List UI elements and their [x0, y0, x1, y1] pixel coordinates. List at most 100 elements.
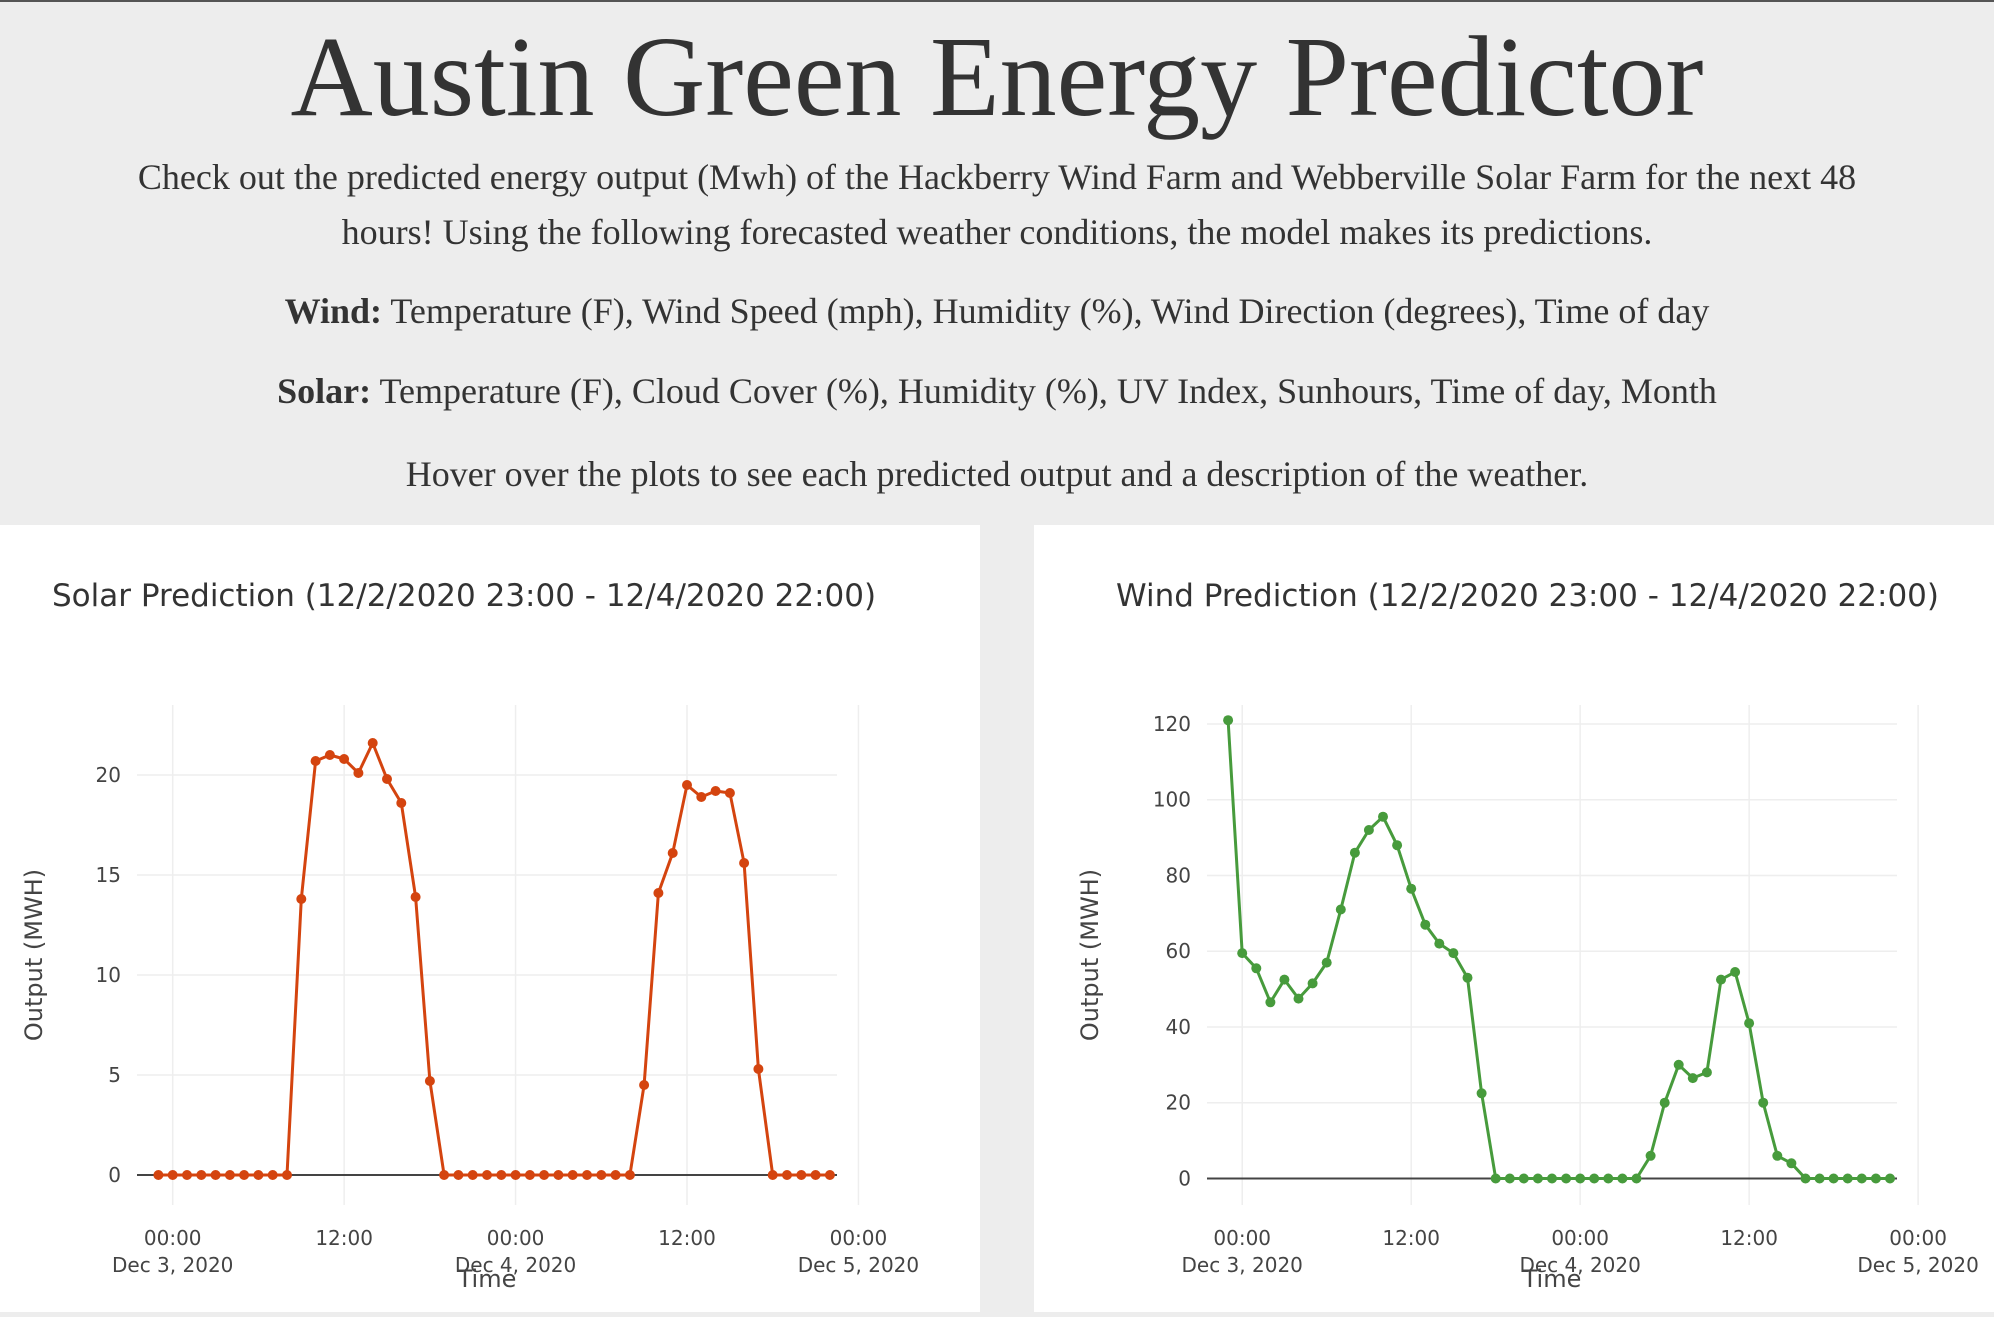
solar-data-point[interactable] — [182, 1170, 192, 1180]
solar-data-point[interactable] — [810, 1170, 821, 1180]
wind-data-point[interactable] — [1462, 972, 1473, 983]
wind-data-point[interactable] — [1293, 993, 1304, 1004]
solar-data-point[interactable] — [639, 1080, 650, 1090]
wind-data-point[interactable] — [1758, 1097, 1769, 1108]
wind-data-point[interactable] — [1885, 1173, 1895, 1184]
solar-data-point[interactable] — [624, 1170, 635, 1180]
solar-data-point[interactable] — [382, 774, 392, 784]
wind-data-point[interactable] — [1617, 1173, 1628, 1184]
wind-data-point[interactable] — [1828, 1173, 1839, 1184]
solar-data-point[interactable] — [367, 738, 378, 748]
wind-data-point[interactable] — [1744, 1018, 1755, 1029]
solar-data-point[interactable] — [667, 848, 678, 858]
solar-data-point[interactable] — [710, 786, 721, 796]
wind-data-point[interactable] — [1279, 974, 1290, 985]
solar-data-point[interactable] — [482, 1170, 492, 1180]
wind-data-point[interactable] — [1448, 948, 1459, 959]
solar-data-point[interactable] — [739, 858, 750, 868]
solar-data-point[interactable] — [153, 1170, 164, 1180]
solar-data-point[interactable] — [724, 788, 735, 798]
solar-data-point[interactable] — [596, 1170, 607, 1180]
solar-data-point[interactable] — [296, 894, 307, 904]
wind-data-point[interactable] — [1420, 919, 1431, 930]
wind-data-point[interactable] — [1237, 948, 1248, 959]
solar-data-point[interactable] — [453, 1170, 464, 1180]
wind-data-point[interactable] — [1561, 1173, 1572, 1184]
solar-data-point[interactable] — [282, 1170, 292, 1180]
wind-data-point[interactable] — [1842, 1173, 1853, 1184]
solar-data-point[interactable] — [353, 768, 364, 778]
wind-data-point[interactable] — [1772, 1150, 1783, 1161]
solar-data-point[interactable] — [210, 1170, 221, 1180]
wind-data-point[interactable] — [1378, 811, 1388, 822]
wind-data-point[interactable] — [1575, 1173, 1586, 1184]
solar-data-point[interactable] — [582, 1170, 592, 1180]
wind-data-point[interactable] — [1687, 1073, 1698, 1084]
wind-data-point[interactable] — [1307, 978, 1318, 989]
wind-data-point[interactable] — [1870, 1173, 1881, 1184]
wind-data-point[interactable] — [1265, 997, 1276, 1008]
solar-data-point[interactable] — [753, 1064, 764, 1074]
solar-data-point[interactable] — [339, 754, 350, 764]
wind-data-point[interactable] — [1434, 938, 1445, 949]
solar-data-point[interactable] — [467, 1170, 478, 1180]
solar-data-point[interactable] — [310, 756, 321, 766]
wind-data-point[interactable] — [1814, 1173, 1825, 1184]
wind-y-tick-label: 80 — [1166, 863, 1191, 887]
solar-data-point[interactable] — [824, 1170, 835, 1180]
solar-data-point[interactable] — [253, 1170, 264, 1180]
solar-data-point[interactable] — [682, 780, 692, 790]
wind-data-point[interactable] — [1673, 1059, 1684, 1070]
wind-data-point[interactable] — [1701, 1067, 1712, 1078]
wind-data-point[interactable] — [1800, 1173, 1811, 1184]
wind-data-point[interactable] — [1730, 967, 1741, 977]
wind-data-point[interactable] — [1490, 1173, 1501, 1184]
solar-data-point[interactable] — [496, 1170, 507, 1180]
solar-data-point[interactable] — [553, 1170, 564, 1180]
wind-data-point[interactable] — [1518, 1173, 1529, 1184]
solar-data-point[interactable] — [610, 1170, 621, 1180]
solar-data-point[interactable] — [524, 1170, 535, 1180]
wind-data-point[interactable] — [1547, 1173, 1557, 1184]
solar-data-point[interactable] — [439, 1170, 450, 1180]
wind-data-point[interactable] — [1645, 1150, 1656, 1161]
wind-data-point[interactable] — [1603, 1173, 1614, 1184]
wind-data-point[interactable] — [1349, 847, 1360, 858]
wind-chart[interactable]: Wind Prediction (12/2/2020 23:00 - 12/4/… — [1034, 525, 1994, 1312]
wind-data-point[interactable] — [1786, 1158, 1797, 1169]
solar-data-point[interactable] — [510, 1170, 521, 1180]
solar-data-point[interactable] — [410, 892, 421, 902]
solar-data-point[interactable] — [396, 798, 407, 808]
wind-data-point[interactable] — [1532, 1173, 1543, 1184]
wind-data-point[interactable] — [1363, 825, 1374, 835]
wind-data-point[interactable] — [1476, 1088, 1487, 1099]
solar-data-point[interactable] — [424, 1076, 435, 1086]
wind-data-point[interactable] — [1223, 715, 1234, 726]
solar-data-point[interactable] — [196, 1170, 207, 1180]
solar-data-point[interactable] — [224, 1170, 235, 1180]
solar-data-point[interactable] — [567, 1170, 578, 1180]
wind-data-point[interactable] — [1856, 1173, 1867, 1184]
solar-data-point[interactable] — [539, 1170, 550, 1180]
wind-data-point[interactable] — [1251, 963, 1262, 974]
wind-x-tick-date-label: Dec 5, 2020 — [1857, 1253, 1978, 1277]
solar-data-point[interactable] — [782, 1170, 792, 1180]
solar-chart[interactable]: Solar Prediction (12/2/2020 23:00 - 12/4… — [0, 525, 980, 1312]
solar-data-point[interactable] — [653, 888, 664, 898]
solar-data-point[interactable] — [239, 1170, 250, 1180]
wind-data-point[interactable] — [1631, 1173, 1642, 1184]
wind-data-point[interactable] — [1659, 1097, 1670, 1108]
wind-data-point[interactable] — [1335, 904, 1346, 915]
solar-data-point[interactable] — [767, 1170, 778, 1180]
solar-data-point[interactable] — [167, 1170, 178, 1180]
solar-data-point[interactable] — [796, 1170, 807, 1180]
solar-data-point[interactable] — [267, 1170, 278, 1180]
wind-data-point[interactable] — [1589, 1173, 1600, 1184]
solar-data-point[interactable] — [696, 792, 707, 802]
wind-data-point[interactable] — [1504, 1173, 1515, 1184]
solar-data-point[interactable] — [324, 750, 335, 760]
wind-data-point[interactable] — [1406, 883, 1417, 894]
wind-data-point[interactable] — [1321, 957, 1332, 968]
wind-data-point[interactable] — [1392, 840, 1403, 851]
wind-data-point[interactable] — [1716, 974, 1726, 985]
